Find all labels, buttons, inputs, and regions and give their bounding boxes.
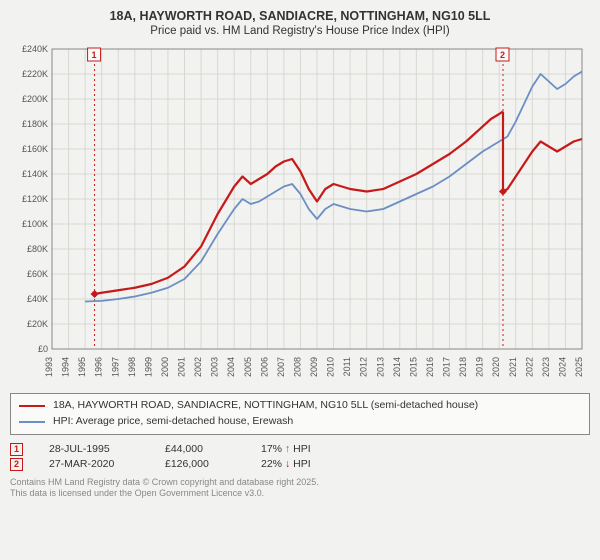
svg-text:£180K: £180K (22, 119, 48, 129)
legend: 18A, HAYWORTH ROAD, SANDIACRE, NOTTINGHA… (10, 393, 590, 435)
footnote-line: Contains HM Land Registry data © Crown c… (10, 477, 590, 488)
svg-text:1996: 1996 (94, 357, 104, 377)
footnote: Contains HM Land Registry data © Crown c… (10, 477, 590, 500)
sale-delta: 17% ↑ HPI (261, 443, 311, 455)
svg-text:2001: 2001 (177, 357, 187, 377)
svg-text:2002: 2002 (193, 357, 203, 377)
svg-text:2: 2 (500, 50, 505, 60)
svg-text:1995: 1995 (77, 357, 87, 377)
legend-row: 18A, HAYWORTH ROAD, SANDIACRE, NOTTINGHA… (19, 398, 581, 414)
svg-text:2011: 2011 (342, 357, 352, 376)
footnote-line: This data is licensed under the Open Gov… (10, 488, 590, 499)
svg-text:2017: 2017 (442, 357, 452, 377)
svg-text:£0: £0 (38, 344, 48, 354)
svg-text:£120K: £120K (22, 194, 48, 204)
svg-text:1993: 1993 (44, 357, 54, 377)
svg-text:2018: 2018 (458, 357, 468, 377)
svg-text:£100K: £100K (22, 219, 48, 229)
svg-text:£200K: £200K (22, 94, 48, 104)
svg-text:2000: 2000 (160, 357, 170, 377)
sale-date: 27-MAR-2020 (49, 458, 139, 470)
svg-text:2013: 2013 (375, 357, 385, 377)
sale-price: £126,000 (165, 458, 235, 470)
svg-text:2022: 2022 (524, 357, 534, 377)
sale-price: £44,000 (165, 443, 235, 455)
svg-text:£160K: £160K (22, 144, 48, 154)
svg-text:2012: 2012 (359, 357, 369, 377)
svg-text:2016: 2016 (425, 357, 435, 377)
svg-text:2008: 2008 (292, 357, 302, 377)
legend-label: HPI: Average price, semi-detached house,… (53, 414, 293, 430)
chart-title: 18A, HAYWORTH ROAD, SANDIACRE, NOTTINGHA… (10, 8, 590, 24)
svg-text:2003: 2003 (210, 357, 220, 377)
sale-row: 2 27-MAR-2020 £126,000 22% ↓ HPI (10, 458, 590, 471)
sale-marker: 1 (10, 443, 23, 456)
legend-swatch (19, 421, 45, 423)
chart-area: £0 £20K £40K £60K £80K £100K £120K £140K £160K £1… (10, 43, 590, 383)
svg-text:£140K: £140K (22, 169, 48, 179)
chart-subtitle: Price paid vs. HM Land Registry's House … (10, 25, 590, 37)
svg-text:£240K: £240K (22, 44, 48, 54)
sale-row: 1 28-JUL-1995 £44,000 17% ↑ HPI (10, 443, 590, 456)
svg-text:£20K: £20K (27, 319, 48, 329)
legend-label: 18A, HAYWORTH ROAD, SANDIACRE, NOTTINGHA… (53, 398, 478, 414)
svg-text:2021: 2021 (508, 357, 518, 377)
svg-text:2007: 2007 (276, 357, 286, 377)
svg-text:2019: 2019 (475, 357, 485, 377)
svg-text:2004: 2004 (226, 357, 236, 377)
legend-swatch (19, 405, 45, 407)
line-chart: £0 £20K £40K £60K £80K £100K £120K £140K £160K £1… (10, 43, 590, 383)
svg-text:2010: 2010 (326, 357, 336, 377)
sale-delta: 22% ↓ HPI (261, 458, 311, 470)
svg-text:£60K: £60K (27, 269, 48, 279)
svg-text:2006: 2006 (259, 357, 269, 377)
legend-row: HPI: Average price, semi-detached house,… (19, 414, 581, 430)
svg-text:2025: 2025 (574, 357, 584, 377)
sale-date: 28-JUL-1995 (49, 443, 139, 455)
svg-text:2023: 2023 (541, 357, 551, 377)
svg-text:£80K: £80K (27, 244, 48, 254)
svg-text:£40K: £40K (27, 294, 48, 304)
svg-text:1: 1 (92, 50, 97, 60)
svg-text:2014: 2014 (392, 357, 402, 377)
svg-text:2020: 2020 (491, 357, 501, 377)
svg-text:£220K: £220K (22, 69, 48, 79)
svg-text:2009: 2009 (309, 357, 319, 377)
svg-text:2015: 2015 (408, 357, 418, 377)
sale-marker: 2 (10, 458, 23, 471)
svg-text:2005: 2005 (243, 357, 253, 377)
svg-text:1999: 1999 (143, 357, 153, 377)
sales-table: 1 28-JUL-1995 £44,000 17% ↑ HPI 2 27-MAR-2020… (10, 443, 590, 471)
svg-text:2024: 2024 (557, 357, 567, 377)
svg-text:1994: 1994 (61, 357, 71, 377)
svg-text:1998: 1998 (127, 357, 137, 377)
svg-text:1997: 1997 (110, 357, 120, 377)
